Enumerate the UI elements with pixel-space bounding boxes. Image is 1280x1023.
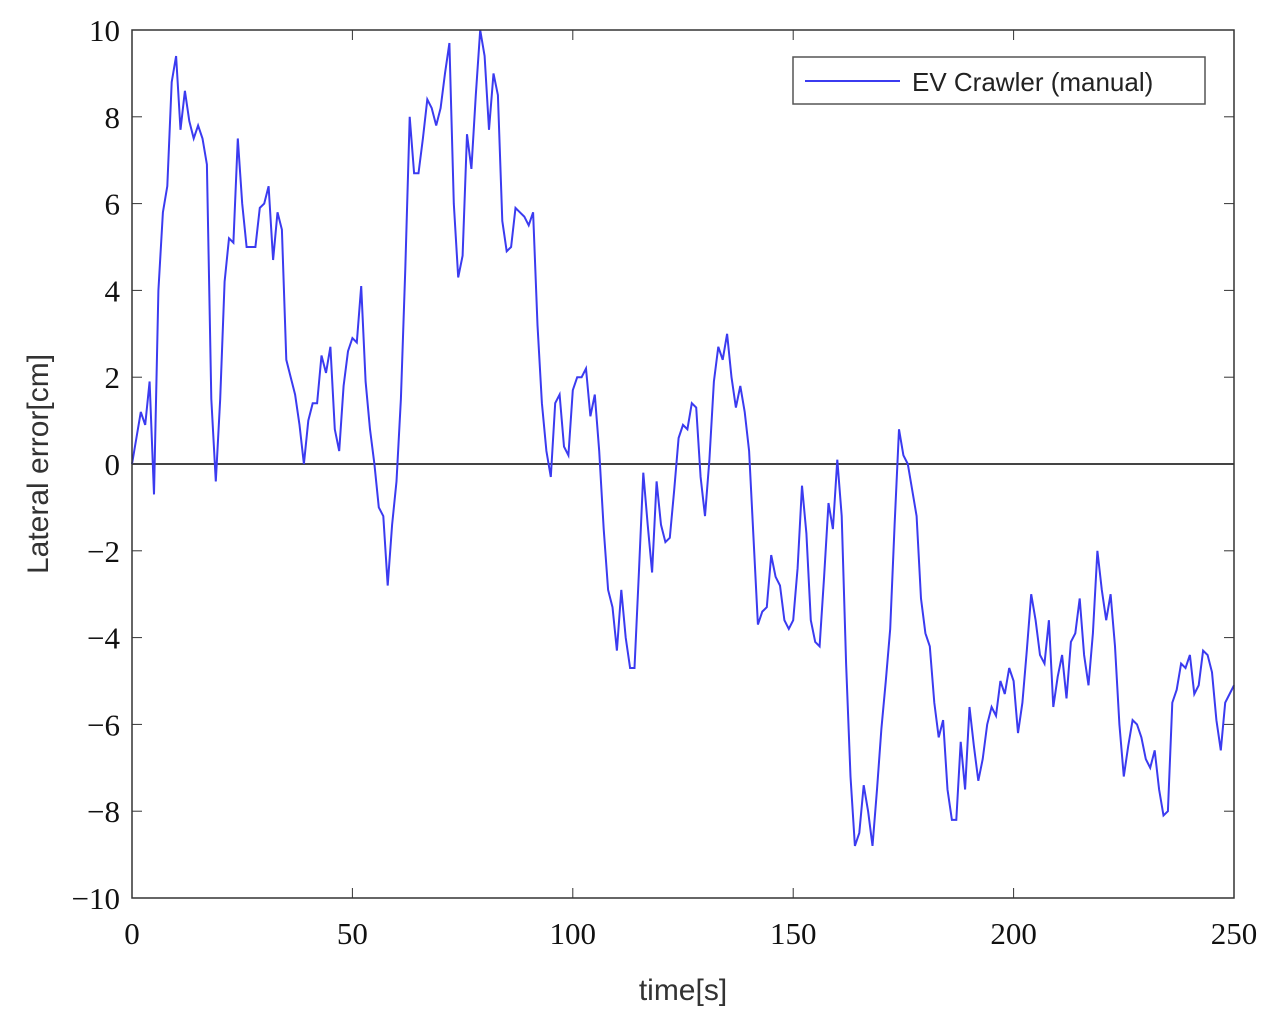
plot-frame [131,29,1235,899]
x-tick-label: 100 [550,916,597,951]
y-tick-label: −2 [87,534,120,569]
y-tick-label: −4 [87,621,120,656]
x-tick-label: 150 [770,916,817,951]
y-tick-label: 8 [105,100,121,135]
y-tick-label: −10 [72,881,120,916]
x-tick-label: 0 [124,916,140,951]
y-axis-label: Lateral error[cm] [22,354,55,574]
y-tick-label: 10 [89,13,120,48]
y-tick-label: 0 [105,447,121,482]
x-tick-label: 250 [1211,916,1258,951]
y-tick-label: 2 [105,360,121,395]
y-tick-label: 6 [105,187,121,222]
y-tick-label: −6 [87,707,120,742]
x-tick-label: 50 [337,916,368,951]
x-tick-label: 200 [990,916,1037,951]
legend-label: EV Crawler (manual) [912,67,1153,97]
y-tick-label: 4 [105,273,121,308]
x-axis-label: time[s] [639,974,727,1007]
line [131,29,1235,847]
y-tick-label: −8 [87,794,120,829]
